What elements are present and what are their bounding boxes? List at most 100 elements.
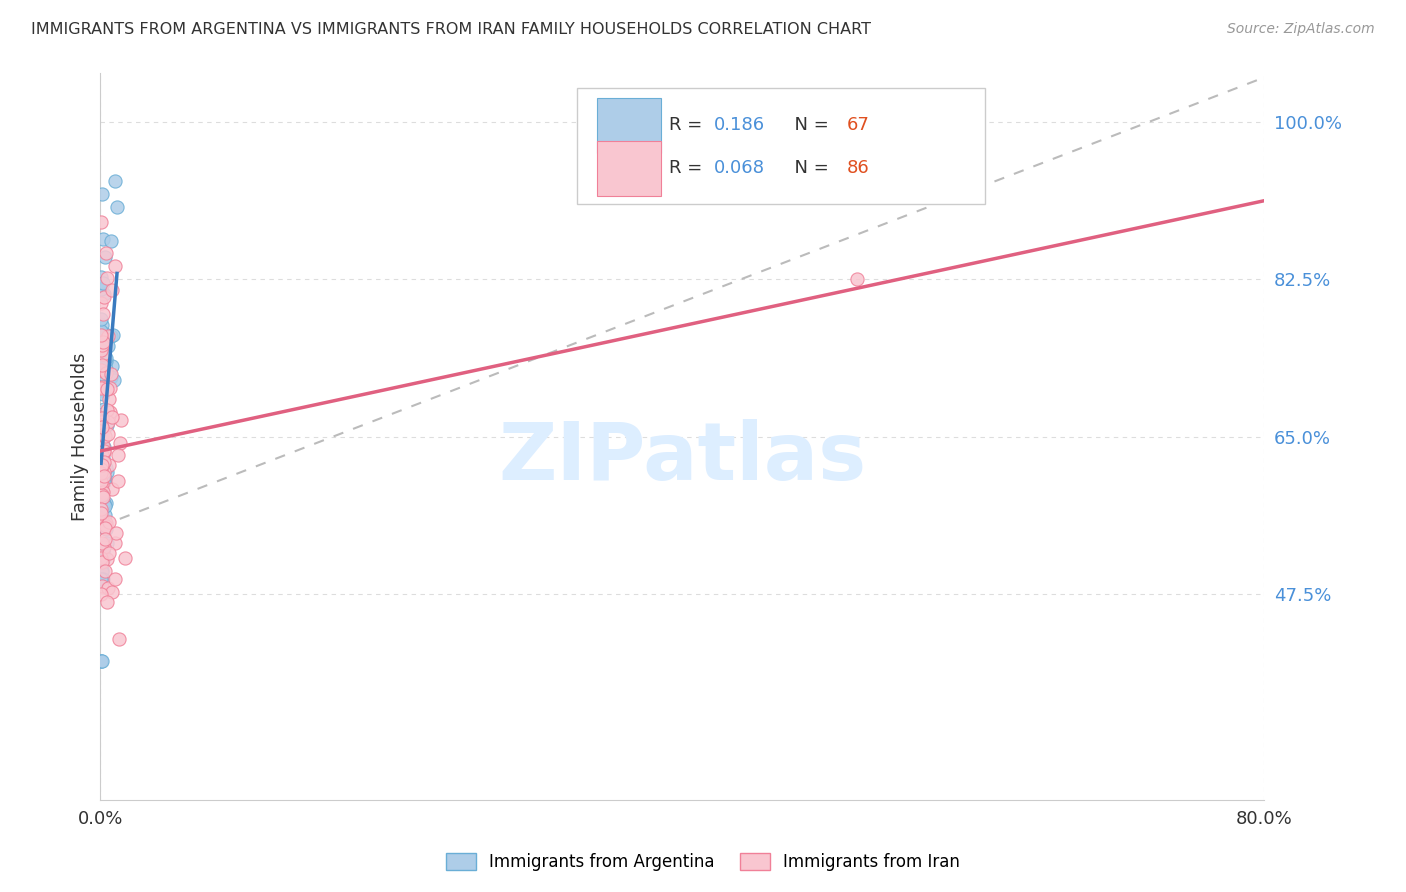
Text: 0.068: 0.068 bbox=[714, 159, 765, 178]
Point bbox=[97, 338, 120, 352]
Point bbox=[94, 521, 117, 535]
Text: 0.186: 0.186 bbox=[714, 116, 765, 135]
Point bbox=[93, 465, 115, 479]
Point bbox=[91, 513, 114, 527]
Point bbox=[94, 461, 117, 475]
Point bbox=[103, 572, 125, 586]
Point bbox=[97, 415, 120, 429]
Point bbox=[96, 403, 118, 417]
Point bbox=[90, 420, 112, 434]
Point bbox=[96, 417, 118, 432]
Point bbox=[96, 595, 118, 609]
Point bbox=[94, 508, 117, 522]
Point bbox=[90, 417, 112, 432]
Point bbox=[90, 654, 112, 668]
Point bbox=[101, 409, 124, 424]
Text: 86: 86 bbox=[846, 159, 869, 178]
Point bbox=[94, 522, 117, 536]
Point bbox=[90, 311, 112, 326]
Point bbox=[98, 392, 121, 407]
Point bbox=[94, 326, 117, 341]
Point bbox=[91, 488, 114, 502]
Point bbox=[100, 369, 122, 384]
Point bbox=[90, 383, 112, 397]
Point bbox=[90, 563, 112, 577]
Point bbox=[90, 555, 112, 569]
Point bbox=[90, 363, 112, 377]
Point bbox=[90, 418, 112, 433]
Point bbox=[96, 552, 118, 566]
Point bbox=[91, 553, 114, 567]
Point bbox=[90, 416, 112, 430]
Point bbox=[91, 517, 114, 532]
Point bbox=[96, 535, 118, 549]
Point bbox=[94, 246, 117, 260]
Text: IMMIGRANTS FROM ARGENTINA VS IMMIGRANTS FROM IRAN FAMILY HOUSEHOLDS CORRELATION : IMMIGRANTS FROM ARGENTINA VS IMMIGRANTS … bbox=[31, 22, 870, 37]
Point bbox=[90, 269, 112, 284]
Point bbox=[97, 581, 120, 595]
Text: N =: N = bbox=[783, 116, 835, 135]
Point bbox=[90, 551, 112, 566]
Point bbox=[93, 334, 115, 349]
Point bbox=[94, 250, 117, 264]
Legend: Immigrants from Argentina, Immigrants from Iran: Immigrants from Argentina, Immigrants fr… bbox=[437, 845, 969, 880]
Point bbox=[93, 496, 115, 510]
Point bbox=[91, 469, 114, 483]
Point bbox=[100, 482, 122, 496]
Point bbox=[90, 572, 112, 586]
Point bbox=[91, 424, 114, 438]
Point bbox=[91, 484, 114, 499]
Point bbox=[97, 515, 120, 529]
Text: N =: N = bbox=[783, 159, 835, 178]
Point bbox=[100, 235, 122, 249]
Point bbox=[91, 427, 114, 442]
Point bbox=[90, 458, 112, 472]
Point bbox=[98, 458, 121, 472]
Point bbox=[91, 386, 114, 401]
Point bbox=[93, 440, 115, 454]
Point bbox=[91, 232, 114, 246]
Point bbox=[96, 271, 118, 285]
Point bbox=[100, 328, 122, 343]
Point bbox=[93, 287, 115, 301]
Point bbox=[90, 461, 112, 475]
Point bbox=[90, 507, 112, 521]
Point bbox=[90, 579, 112, 593]
Point bbox=[91, 307, 114, 321]
Point bbox=[90, 343, 112, 358]
Text: 67: 67 bbox=[846, 116, 869, 135]
Point bbox=[93, 402, 115, 417]
Point bbox=[90, 381, 112, 395]
Point bbox=[93, 540, 115, 554]
Point bbox=[93, 545, 115, 559]
Point bbox=[91, 490, 114, 504]
Point bbox=[90, 356, 112, 370]
Point bbox=[108, 435, 131, 450]
FancyBboxPatch shape bbox=[578, 87, 984, 204]
Point bbox=[94, 564, 117, 578]
Point bbox=[103, 373, 125, 387]
Point bbox=[94, 429, 117, 443]
Point bbox=[94, 496, 117, 510]
Point bbox=[90, 490, 112, 504]
Point bbox=[90, 327, 112, 342]
Point bbox=[107, 474, 129, 488]
Point bbox=[96, 353, 118, 368]
Point bbox=[93, 541, 115, 556]
Point bbox=[93, 443, 115, 458]
Point bbox=[91, 379, 114, 393]
Point bbox=[90, 411, 112, 425]
Point bbox=[104, 174, 127, 188]
Point bbox=[94, 519, 117, 533]
Text: Source: ZipAtlas.com: Source: ZipAtlas.com bbox=[1227, 22, 1375, 37]
Point bbox=[91, 572, 114, 586]
Point bbox=[91, 337, 114, 351]
Point bbox=[93, 500, 115, 514]
Point bbox=[100, 367, 122, 381]
Point bbox=[101, 359, 124, 374]
Point bbox=[91, 477, 114, 491]
Point bbox=[93, 475, 115, 490]
Point bbox=[90, 358, 112, 372]
Text: R =: R = bbox=[669, 116, 709, 135]
Point bbox=[108, 632, 131, 647]
